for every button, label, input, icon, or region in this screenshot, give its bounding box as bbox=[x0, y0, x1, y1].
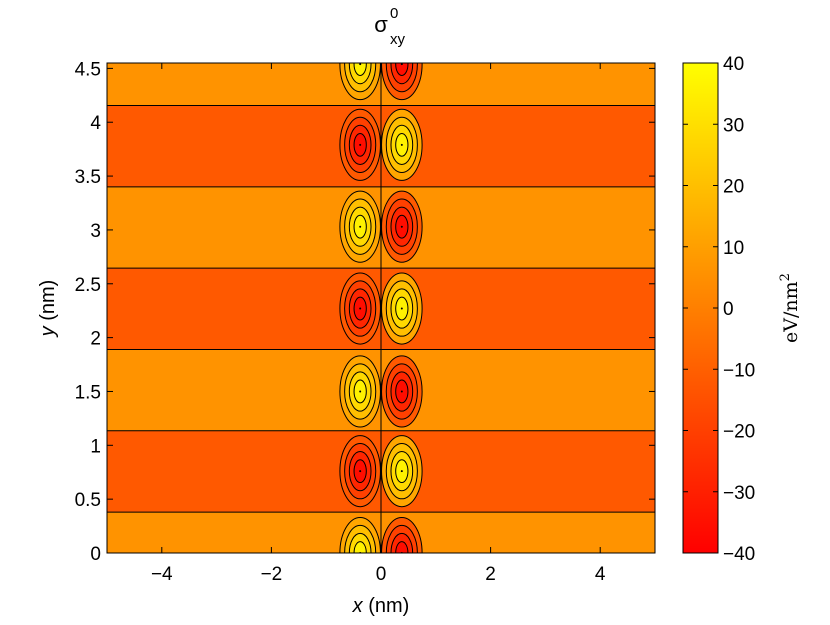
colorbar-tick-label: −30 bbox=[723, 483, 755, 504]
x-tick-label: −4 bbox=[151, 564, 173, 585]
lobe-peak bbox=[400, 143, 403, 146]
lobe-peak bbox=[359, 390, 362, 393]
contour-level bbox=[353, 63, 367, 76]
y-tick-label: 3.5 bbox=[75, 167, 101, 188]
chart-title: σ bbox=[374, 12, 388, 37]
x-tick-label: 0 bbox=[376, 564, 387, 585]
colorbar-tick-label: −40 bbox=[723, 544, 755, 565]
y-axis: 0 0.5 1 1.5 2 2.5 3 3.5 4 4.5 bbox=[75, 59, 655, 565]
lobe-peak bbox=[359, 63, 362, 66]
lobe-peak bbox=[400, 225, 403, 228]
lobe-0-0 bbox=[339, 516, 381, 553]
lobe-6-1 bbox=[381, 63, 423, 101]
colorbar-tick-label: 30 bbox=[723, 115, 744, 136]
lobe-peak bbox=[400, 63, 403, 66]
y-tick-label: 3 bbox=[90, 221, 101, 242]
y-tick-label: 0.5 bbox=[75, 490, 101, 511]
y-tick-label: 1.5 bbox=[75, 382, 101, 403]
colorbar-tick-label: −10 bbox=[723, 360, 755, 381]
y-tick-label: 1 bbox=[90, 436, 101, 457]
title-symbol: σ bbox=[374, 12, 388, 37]
colorbar-tick-label: 40 bbox=[723, 54, 744, 75]
y-tick-label: 4 bbox=[90, 113, 101, 134]
x-axis-unit: (nm) bbox=[363, 595, 410, 617]
colorbar-tick-label: 10 bbox=[723, 238, 744, 259]
x-axis-label: x (nm) bbox=[352, 595, 410, 617]
contour-level bbox=[395, 63, 409, 76]
lobe-2-1 bbox=[381, 355, 423, 428]
heatmap-area bbox=[107, 63, 655, 553]
lobe-1-1 bbox=[381, 435, 423, 508]
lobe-3-0 bbox=[339, 272, 381, 345]
y-tick-label: 0 bbox=[90, 544, 101, 565]
lobe-5-1 bbox=[381, 108, 423, 181]
lobes-layer bbox=[339, 63, 423, 553]
lobe-peak bbox=[400, 390, 403, 393]
colorbar-ticks: 40 30 20 10 0 −10 −20 −30 −40 bbox=[683, 54, 755, 565]
lobe-peak bbox=[359, 307, 362, 310]
y-tick-label: 4.5 bbox=[75, 59, 101, 80]
colorbar-label-exponent: 2 bbox=[778, 273, 793, 281]
lobe-1-0 bbox=[339, 435, 381, 508]
colorbar-label: eV/nm2 bbox=[778, 273, 802, 343]
y-axis-unit: (nm) bbox=[37, 280, 59, 327]
colorbar-label-base: eV/nm bbox=[780, 281, 802, 343]
y-tick-label: 2 bbox=[90, 329, 101, 350]
lobe-4-0 bbox=[339, 190, 381, 263]
lobe-5-0 bbox=[339, 108, 381, 181]
x-axis: −4 −2 0 2 4 bbox=[151, 63, 606, 585]
x-axis-var: x bbox=[352, 595, 364, 617]
lobe-4-1 bbox=[381, 190, 423, 263]
y-axis-label: y (nm) bbox=[37, 280, 59, 339]
y-axis-var: y bbox=[37, 325, 59, 338]
lobe-peak bbox=[400, 470, 403, 473]
colorbar bbox=[682, 62, 719, 554]
lobe-peak bbox=[359, 470, 362, 473]
x-tick-label: 2 bbox=[485, 564, 496, 585]
x-tick-label: 4 bbox=[595, 564, 606, 585]
colorbar-tick-label: −20 bbox=[723, 422, 755, 443]
lobe-peak bbox=[359, 143, 362, 146]
lobe-2-0 bbox=[339, 355, 381, 428]
x-tick-label: −2 bbox=[261, 564, 283, 585]
title-superscript: 0 bbox=[390, 5, 398, 22]
lobe-peak bbox=[400, 307, 403, 310]
y-tick-label: 2.5 bbox=[75, 275, 101, 296]
colorbar-tick-label: 20 bbox=[723, 177, 744, 198]
lobe-peak bbox=[359, 225, 362, 228]
lobe-3-1 bbox=[381, 272, 423, 345]
colorbar-tick-label: 0 bbox=[723, 299, 734, 320]
lobe-6-0 bbox=[339, 63, 381, 101]
title-subscript: xy bbox=[390, 31, 406, 48]
